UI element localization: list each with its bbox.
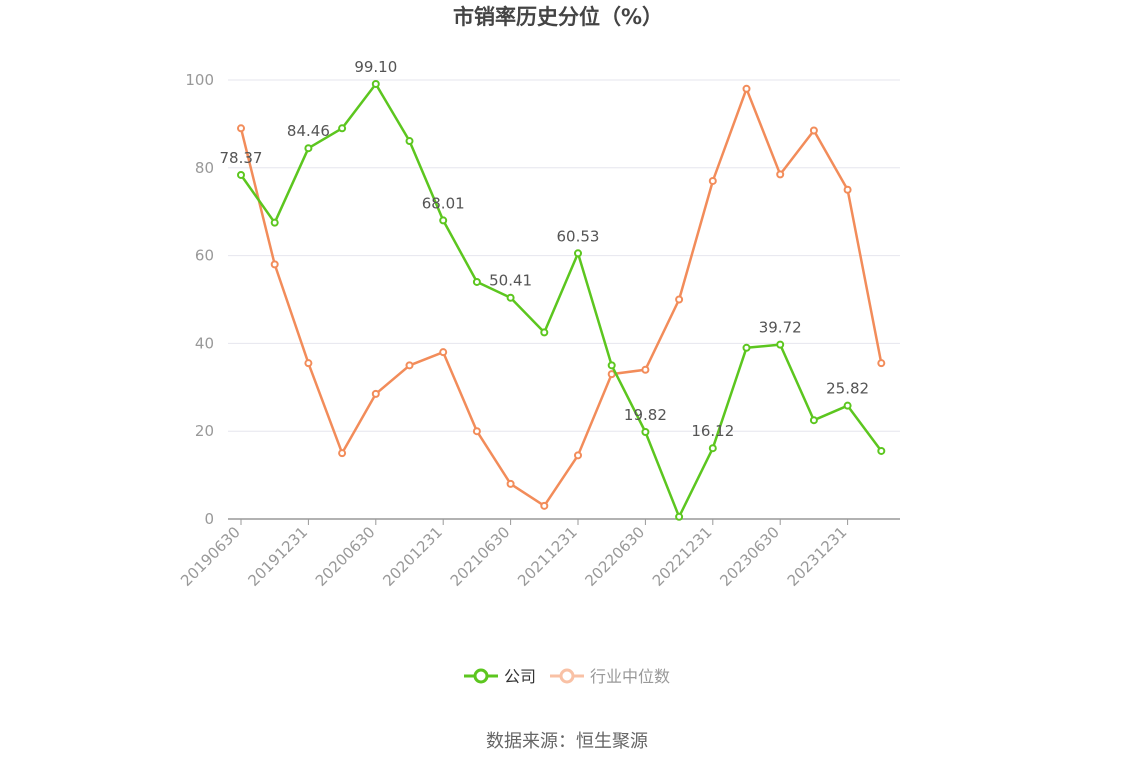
series-lines [237,79,886,521]
data-point-company[interactable] [675,512,684,521]
data-point-company[interactable] [472,277,481,286]
data-point-company[interactable] [776,340,785,349]
x-tick-label: 20210630 [447,523,514,590]
y-tick-label: 60 [195,247,214,265]
data-point-company[interactable] [371,79,380,88]
grid-lines [228,79,900,432]
data-point-industry[interactable] [270,260,279,269]
data-point-company[interactable] [708,444,717,453]
data-point-company[interactable] [506,293,515,302]
legend-industry-label: 行业中位数 [590,667,670,686]
data-point-industry[interactable] [405,361,414,370]
x-tick-label: 20221231 [649,523,716,590]
data-point-company[interactable] [607,361,616,370]
chart-title: 市销率历史分位（%） [453,5,663,29]
data-point-industry[interactable] [641,365,650,374]
data-point-industry[interactable] [338,449,347,458]
data-label: 68.01 [422,194,465,212]
data-point-industry[interactable] [304,359,313,368]
data-point-company[interactable] [270,218,279,227]
y-tick-label: 100 [185,71,214,89]
x-tick-label: 20230630 [716,523,783,590]
legend[interactable]: 公司 行业中位数 [464,667,670,686]
legend-item-industry[interactable]: 行业中位数 [550,667,670,686]
data-label: 99.10 [354,58,397,76]
legend-company-label: 公司 [504,667,536,686]
x-tick-label: 20220630 [582,523,649,590]
series-line-industry [239,87,883,508]
legend-industry-marker [559,668,575,684]
data-label: 50.41 [489,272,532,290]
data-point-industry[interactable] [237,124,245,133]
data-point-industry[interactable] [371,389,380,398]
x-tick-label: 20231231 [784,523,851,590]
x-tick-label: 20200630 [312,523,379,590]
data-point-company[interactable] [237,170,245,179]
data-point-company[interactable] [439,216,448,225]
data-point-company[interactable] [742,343,751,352]
legend-item-company[interactable]: 公司 [464,667,536,686]
data-point-industry[interactable] [540,501,549,510]
y-axis-ticks: 0 20 40 60 80 100 [185,71,214,528]
data-point-industry[interactable] [877,359,886,368]
data-point-company[interactable] [641,427,650,436]
data-label: 39.72 [759,319,802,337]
data-label: 19.82 [624,406,667,424]
x-tick-label: 20201231 [379,523,446,590]
data-point-industry[interactable] [472,427,481,436]
data-point-industry[interactable] [742,84,751,93]
data-point-industry[interactable] [439,348,448,357]
data-point-company[interactable] [809,416,818,425]
data-point-company[interactable] [877,446,886,455]
data-label: 60.53 [557,227,600,245]
data-label: 25.82 [826,380,869,398]
y-tick-label: 40 [195,334,214,352]
data-label: 78.37 [220,149,263,167]
data-point-company[interactable] [540,328,549,337]
data-point-industry[interactable] [675,295,684,304]
y-tick-label: 80 [195,159,214,177]
series-line-company [239,82,883,519]
y-tick-label: 20 [195,422,214,440]
data-label: 16.12 [691,422,734,440]
data-point-industry[interactable] [607,370,616,379]
data-point-company[interactable] [405,137,414,146]
data-point-company[interactable] [843,401,852,410]
source-note: 数据来源：恒生聚源 [486,731,648,752]
x-axis: 20190630 20191231 20200630 20201231 20210630… [177,518,900,590]
data-point-company[interactable] [574,249,582,258]
data-point-industry[interactable] [809,126,818,135]
data-point-industry[interactable] [843,185,852,194]
y-tick-label: 0 [204,510,214,528]
data-point-industry[interactable] [708,176,717,185]
x-tick-label: 20211231 [514,523,581,590]
data-point-company[interactable] [338,124,347,133]
legend-company-marker [473,668,489,684]
x-tick-label: 20190630 [177,523,244,590]
x-tick-label: 20191231 [245,523,312,590]
data-point-company[interactable] [304,144,313,153]
data-label: 84.46 [287,122,330,140]
data-labels: 78.37 84.46 99.10 68.01 50.41 60.53 19.82 16.12… [220,58,870,440]
data-point-industry[interactable] [506,479,515,488]
data-point-industry[interactable] [776,170,785,179]
data-point-industry[interactable] [574,451,582,460]
